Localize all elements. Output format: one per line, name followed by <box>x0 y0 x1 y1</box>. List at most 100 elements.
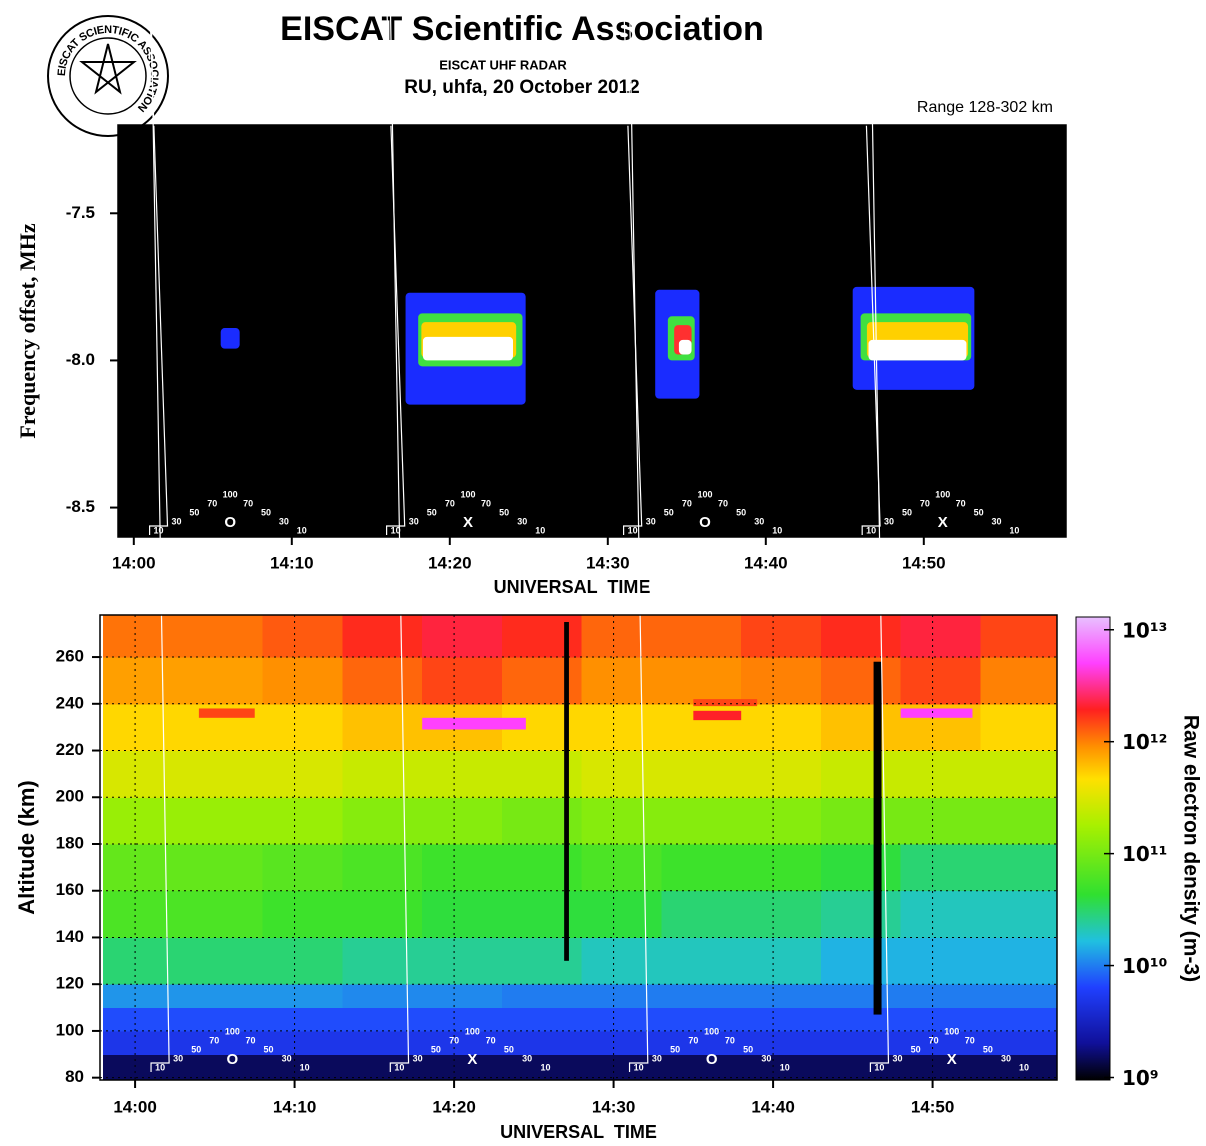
heatmap-cell <box>342 1031 422 1055</box>
experiment: RU, uhfa, 20 October 2012 <box>404 77 639 98</box>
power-step-label: 50 <box>902 507 912 517</box>
heatmap-cell <box>342 844 422 891</box>
heatmap-cell <box>183 797 263 844</box>
heatmap-cell <box>901 1054 981 1080</box>
heatmap-cell <box>821 751 901 798</box>
colorbar-tick-label: 10¹³ <box>1122 618 1167 642</box>
power-step-label: 100 <box>704 1026 719 1036</box>
heatmap-cell <box>980 1008 1060 1032</box>
power-step-label: 70 <box>481 498 491 508</box>
colorbar-label: Raw electron density (m-3) <box>1179 715 1202 982</box>
heatmap-cell <box>263 891 343 938</box>
heatmap-cell <box>582 615 662 658</box>
heatmap-cell <box>103 1031 183 1055</box>
x-tick-label: 14:50 <box>911 1097 954 1116</box>
heating-mode: X <box>947 1051 957 1068</box>
instrument: EISCAT UHF RADAR <box>439 57 567 72</box>
power-step-label: 30 <box>522 1053 532 1063</box>
heatmap-cell <box>901 891 981 938</box>
heatmap-cell <box>582 937 662 984</box>
power-step-label: 70 <box>209 1035 219 1045</box>
heatmap-cell <box>422 937 502 984</box>
heatmap-cell <box>502 657 582 704</box>
power-step-label: 30 <box>413 1053 423 1063</box>
power-step-label: 70 <box>207 498 217 508</box>
heatmap-cell <box>263 751 343 798</box>
power-step-label: 10 <box>154 525 164 535</box>
heatmap-cell <box>103 751 183 798</box>
heatmap-cell <box>821 1054 901 1080</box>
heatmap-cell <box>980 704 1060 751</box>
heatmap-cell <box>821 937 901 984</box>
power-step-label: 50 <box>431 1044 441 1054</box>
heating-mode: X <box>463 514 473 531</box>
power-step-label: 70 <box>243 498 253 508</box>
heatmap-cell <box>901 844 981 891</box>
heatmap-cell <box>901 751 981 798</box>
power-step-label: 30 <box>892 1053 902 1063</box>
enhancement-patch <box>693 711 741 720</box>
power-step-label: 70 <box>929 1035 939 1045</box>
x-tick-label: 14:00 <box>113 1097 156 1116</box>
colorbar-tick-label: 10¹¹ <box>1122 842 1167 866</box>
power-step-label: 50 <box>736 507 746 517</box>
heatmap-cell <box>103 937 183 984</box>
heatmap-cell <box>103 844 183 891</box>
colorbar <box>1076 617 1110 1080</box>
heatmap-cell <box>263 1031 343 1055</box>
heatmap-cell <box>741 751 821 798</box>
heating-mode: X <box>938 514 948 531</box>
heatmap-cell <box>103 1008 183 1032</box>
power-step-label: 10 <box>866 525 876 535</box>
power-step-label: 30 <box>884 516 894 526</box>
heatmap-cell <box>901 937 981 984</box>
title: EISCAT Scientific Association <box>280 10 764 48</box>
heatmap-cell <box>263 1008 343 1032</box>
heatmap-cell <box>661 844 741 891</box>
heatmap-cell <box>263 984 343 1008</box>
heatmap-cell <box>342 891 422 938</box>
power-step-label: 30 <box>652 1053 662 1063</box>
heatmap-cell <box>342 1008 422 1032</box>
colorbar-tick-label: 10¹² <box>1122 730 1167 754</box>
power-step-label: 10 <box>628 525 638 535</box>
enhancement-patch <box>874 662 882 1015</box>
heatmap-cell <box>582 797 662 844</box>
heatmap-cell <box>342 1054 422 1080</box>
power-step-label: 100 <box>697 489 712 499</box>
heatmap-cell <box>582 844 662 891</box>
spectral-blob <box>221 328 240 349</box>
power-step-label: 30 <box>754 516 764 526</box>
power-step-label: 30 <box>517 516 527 526</box>
heatmap-cell <box>741 891 821 938</box>
power-step-label: 50 <box>191 1044 201 1054</box>
power-step-label: 70 <box>965 1035 975 1045</box>
heatmap-cell <box>183 751 263 798</box>
heatmap-cell <box>183 891 263 938</box>
heating-mode: O <box>227 1051 239 1068</box>
power-step-label: 70 <box>718 498 728 508</box>
heatmap-cell <box>183 657 263 704</box>
x-axis-title: UNIVERSAL TIME <box>494 577 651 597</box>
y-tick-label: -8.0 <box>66 350 95 369</box>
power-step-label: 50 <box>911 1044 921 1054</box>
heatmap-cell <box>502 984 582 1008</box>
power-step-label: 70 <box>445 498 455 508</box>
heatmap-cell <box>901 1008 981 1032</box>
heatmap-cell <box>103 704 183 751</box>
power-step-label: 30 <box>1001 1053 1011 1063</box>
power-step-label: 30 <box>409 516 419 526</box>
power-step-label: 100 <box>935 489 950 499</box>
heatmap-cell <box>422 797 502 844</box>
heatmap-cell <box>582 657 662 704</box>
heating-mode: O <box>224 514 236 531</box>
heatmap-cell <box>183 937 263 984</box>
power-step-label: 10 <box>540 1062 550 1072</box>
power-step-label: 100 <box>944 1026 959 1036</box>
heatmap-cell <box>901 984 981 1008</box>
y-tick-label: 120 <box>56 974 84 993</box>
heatmap-cell <box>741 704 821 751</box>
y-tick-label: 200 <box>56 787 84 806</box>
power-step-label: 70 <box>245 1035 255 1045</box>
